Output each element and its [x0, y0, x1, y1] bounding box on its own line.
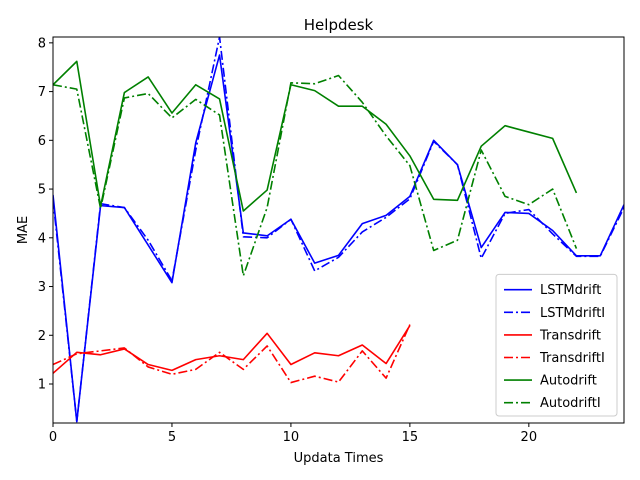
x-tick-label: 10	[283, 430, 300, 445]
legend-label: TransdriftI	[539, 351, 605, 366]
legend-label: Transdrift	[539, 328, 601, 343]
series-line-lstmdrift	[53, 54, 624, 423]
series-line-autodrift	[53, 60, 578, 212]
y-tick-label: 3	[38, 280, 46, 295]
plot-area	[53, 37, 624, 423]
chart-title: Helpdesk	[304, 16, 374, 34]
y-tick-label: 5	[38, 183, 46, 198]
series-line-lstmdrifti	[53, 37, 624, 423]
y-axis: 1 2 3 4 5 6 7 8	[38, 36, 53, 393]
y-tick-label: 1	[38, 378, 46, 393]
y-tick-label: 4	[38, 231, 46, 246]
y-tick-label: 7	[38, 85, 46, 100]
legend-label: AutodriftI	[540, 396, 601, 411]
y-tick-label: 8	[38, 36, 46, 51]
legend-label: LSTMdriftI	[540, 306, 605, 321]
x-tick-label: 5	[168, 430, 176, 445]
x-axis: 0 5 10 15 20	[49, 423, 537, 445]
x-tick-label: 0	[49, 430, 57, 445]
x-tick-label: 20	[521, 430, 538, 445]
y-tick-label: 6	[38, 134, 46, 149]
series-line-transdrifti	[53, 324, 411, 384]
y-tick-label: 2	[38, 329, 46, 344]
axes-frame	[52, 36, 625, 424]
series-line-transdrift	[53, 325, 411, 374]
legend: LSTMdrift LSTMdriftI Transdrift TransdriftI…	[495, 273, 618, 417]
y-axis-label: MAE	[16, 216, 31, 244]
series-line-autodrifti	[53, 74, 578, 277]
legend-label: LSTMdrift	[540, 283, 601, 298]
x-tick-label: 15	[402, 430, 419, 445]
legend-label: Autodrift	[540, 374, 597, 389]
x-axis-label: Updata Times	[294, 451, 384, 466]
